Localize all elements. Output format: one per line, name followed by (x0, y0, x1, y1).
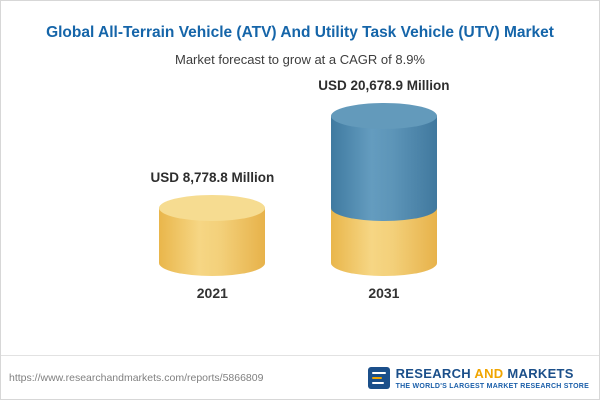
logo-word-research: RESEARCH (395, 365, 471, 381)
bar-2021-cylinder (159, 195, 266, 277)
logo-tagline: THE WORLD'S LARGEST MARKET RESEARCH STOR… (395, 382, 589, 390)
brand-logo: RESEARCH AND MARKETS THE WORLD'S LARGEST… (367, 366, 589, 390)
logo-word-and: AND (474, 365, 504, 381)
bar-2021-top-face (159, 195, 266, 222)
report-url: https://www.researchandmarkets.com/repor… (9, 371, 264, 384)
value-label-2021: USD 8,778.8 Million (150, 170, 275, 186)
footer: https://www.researchandmarkets.com/repor… (1, 355, 599, 399)
bar-2031-cylinder (330, 103, 437, 277)
bar-chart: USD 8,778.8 Million 2021 USD 20,678.9 Mi… (1, 69, 599, 301)
logo-text: RESEARCH AND MARKETS THE WORLD'S LARGEST… (396, 366, 589, 390)
logo-icon (367, 366, 390, 389)
year-label-2021: 2021 (196, 285, 228, 302)
year-label-2031: 2031 (368, 285, 400, 302)
bar-2031-growth-segment (330, 116, 437, 222)
logo-word-markets: MARKETS (507, 365, 574, 381)
page-subtitle: Market forecast to grow at a CAGR of 8.9… (175, 52, 425, 68)
bar-group-2021: USD 8,778.8 Million 2021 (150, 170, 274, 301)
bar-2031-top-face (330, 103, 437, 130)
bar-group-2031: USD 20,678.9 Million 2031 (318, 78, 449, 301)
logo-name: RESEARCH AND MARKETS (396, 366, 574, 381)
page-title: Global All-Terrain Vehicle (ATV) And Uti… (46, 24, 554, 41)
value-label-2031: USD 20,678.9 Million (318, 78, 450, 94)
